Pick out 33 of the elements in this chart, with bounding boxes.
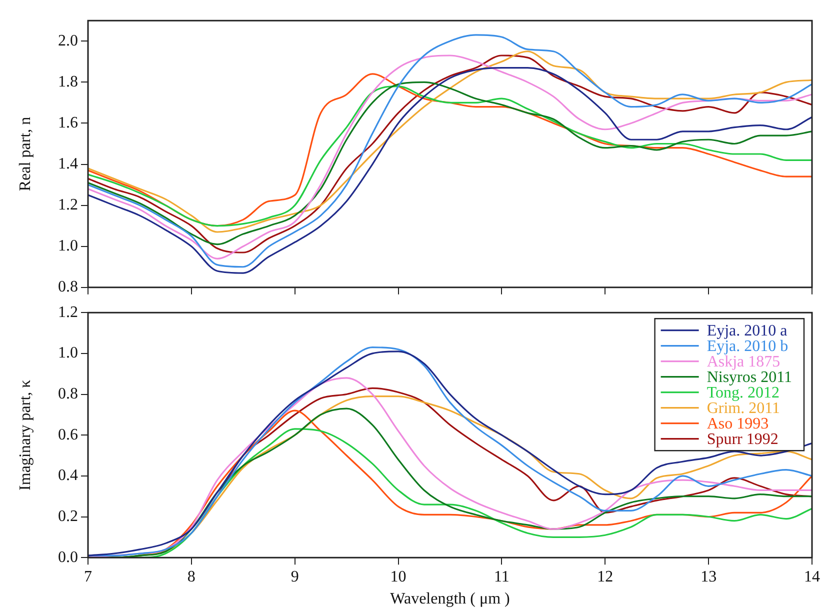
y-tick-label: 0.2 [58, 508, 78, 525]
x-tick-label: 12 [597, 568, 614, 586]
legend-label: Grim. 2011 [706, 400, 780, 418]
legend-label: Tong. 2012 [706, 384, 780, 402]
y-tick-label: 1.8 [58, 73, 78, 90]
y-tick-label: 1.2 [58, 304, 78, 321]
x-tick-label: 8 [187, 568, 196, 586]
y-tick-label: 0.0 [58, 548, 78, 566]
y-tick-label: 1.2 [58, 196, 78, 214]
y-tick-label: 1.4 [58, 155, 78, 172]
y-tick-label: 1.0 [58, 238, 78, 255]
y-tick-label: 0.8 [58, 278, 78, 296]
x-tick-label: 9 [290, 568, 299, 586]
y-tick-label: 1.6 [58, 114, 78, 132]
y-axis-title: Real part, n [16, 116, 34, 192]
legend-label: Spurr 1992 [706, 431, 778, 448]
x-tick-label: 11 [494, 568, 510, 586]
x-tick-label: 13 [700, 568, 717, 586]
y-tick-label: 2.0 [58, 32, 78, 50]
y-tick-label: 0.6 [58, 426, 78, 444]
x-tick-label: 10 [390, 568, 406, 586]
legend-label: Nisyros 2011 [706, 369, 792, 386]
legend-label: Aso 1993 [706, 416, 769, 433]
x-axis-title: Wavelength ( μm ) [390, 590, 510, 608]
legend-label: Askja 1875 [706, 354, 780, 371]
y-tick-label: 1.0 [58, 344, 78, 362]
x-tick-label: 7 [84, 568, 92, 586]
legend-label: Eyja. 2010 b [706, 338, 788, 356]
y-axis-title: Imaginary part, κ [16, 380, 34, 490]
y-tick-label: 0.4 [58, 467, 78, 484]
y-tick-label: 0.8 [58, 385, 78, 402]
legend-label: Eyja. 2010 a [706, 322, 788, 340]
x-tick-label: 14 [804, 568, 820, 586]
